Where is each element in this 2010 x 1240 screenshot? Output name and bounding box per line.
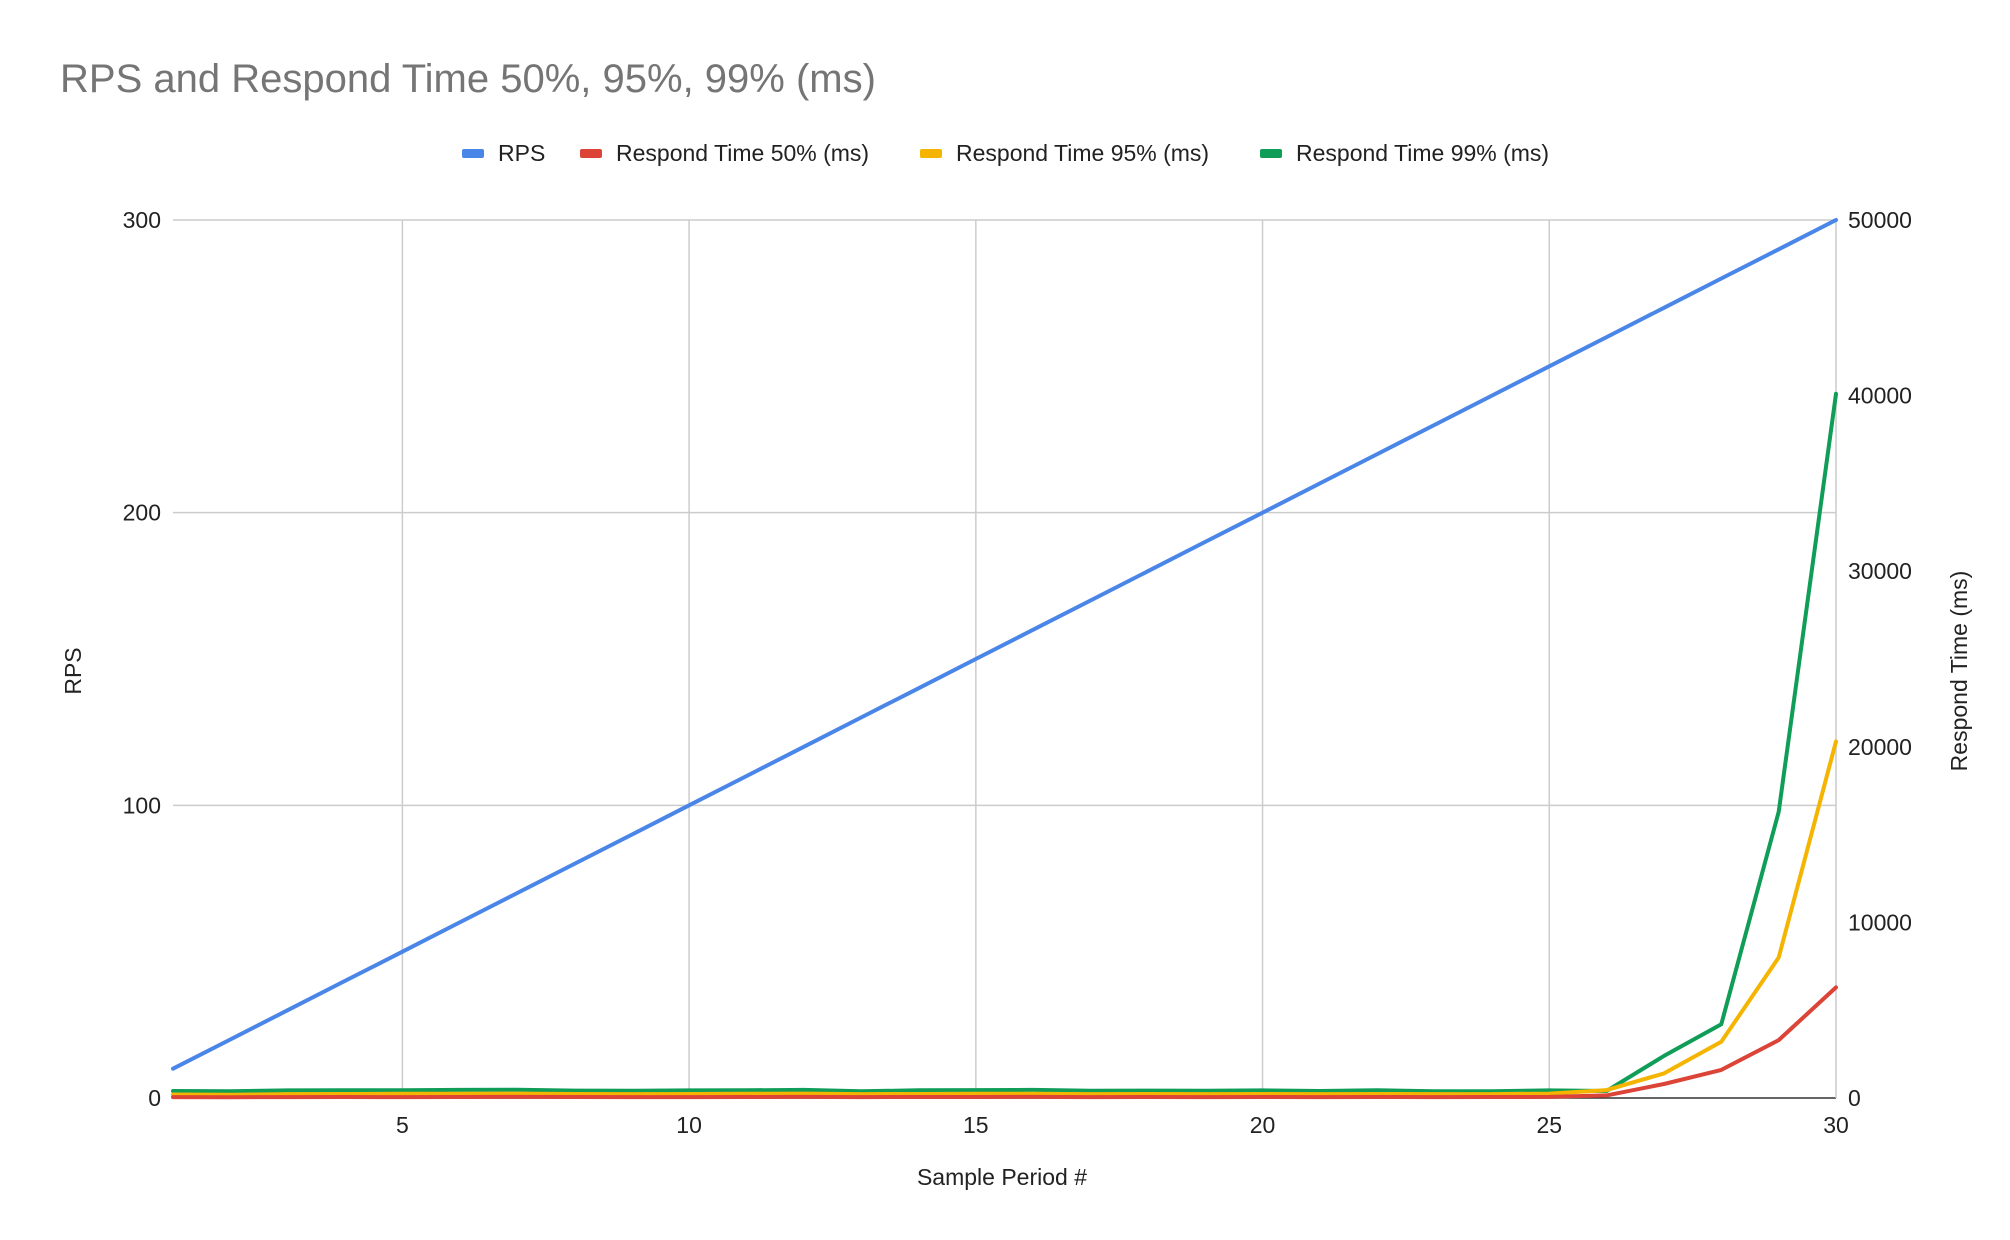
x-tick: 10 <box>676 1112 702 1138</box>
ticks: 0 100 200 300 0 10000 20000 30000 40000 50000 5 10 1… <box>123 207 1912 1138</box>
chart-title: RPS and Respond Time 50%, 95%, 99% (ms) <box>60 57 876 101</box>
series-line-respond-time-95-ms <box>171 739 1838 1097</box>
y-tick-right: 20000 <box>1848 734 1912 760</box>
series-line-rps <box>171 218 1838 1071</box>
x-tick: 15 <box>963 1112 989 1138</box>
legend-swatch <box>920 149 942 158</box>
y-tick-right: 40000 <box>1848 383 1912 409</box>
legend[interactable]: RPS Respond Time 50% (ms) Respond Time 95%… <box>462 140 1549 166</box>
legend-item[interactable]: RPS <box>462 140 545 166</box>
x-tick: 30 <box>1823 1112 1849 1138</box>
legend-swatch <box>580 149 602 158</box>
legend-label: RPS <box>498 140 545 166</box>
legend-swatch <box>1260 149 1282 158</box>
x-tick: 25 <box>1536 1112 1562 1138</box>
x-axis-label: Sample Period # <box>917 1164 1087 1190</box>
y-axis-label-left: RPS <box>60 647 86 694</box>
series-line-respond-time-99-ms <box>171 391 1838 1094</box>
y-tick-right: 50000 <box>1848 207 1912 233</box>
legend-label: Respond Time 50% (ms) <box>616 140 869 166</box>
y-tick-left: 300 <box>123 207 161 233</box>
y-tick-left: 100 <box>123 792 161 818</box>
legend-label: Respond Time 99% (ms) <box>1296 140 1549 166</box>
series-line-respond-time-50-ms <box>171 985 1838 1100</box>
legend-label: Respond Time 95% (ms) <box>956 140 1209 166</box>
legend-item[interactable]: Respond Time 50% (ms) <box>580 140 869 166</box>
grid <box>173 219 1837 1099</box>
y-tick-right: 30000 <box>1848 558 1912 584</box>
y-tick-right: 0 <box>1848 1085 1861 1111</box>
legend-item[interactable]: Respond Time 99% (ms) <box>1260 140 1549 166</box>
x-tick: 20 <box>1250 1112 1276 1138</box>
legend-swatch <box>462 149 484 158</box>
y-axis-label-right: Respond Time (ms) <box>1946 571 1972 772</box>
y-tick-right: 10000 <box>1848 909 1912 935</box>
legend-item[interactable]: Respond Time 95% (ms) <box>920 140 1209 166</box>
series-group <box>171 218 1838 1100</box>
y-tick-left: 0 <box>148 1085 161 1111</box>
x-tick: 5 <box>396 1112 409 1138</box>
y-tick-left: 200 <box>123 500 161 526</box>
